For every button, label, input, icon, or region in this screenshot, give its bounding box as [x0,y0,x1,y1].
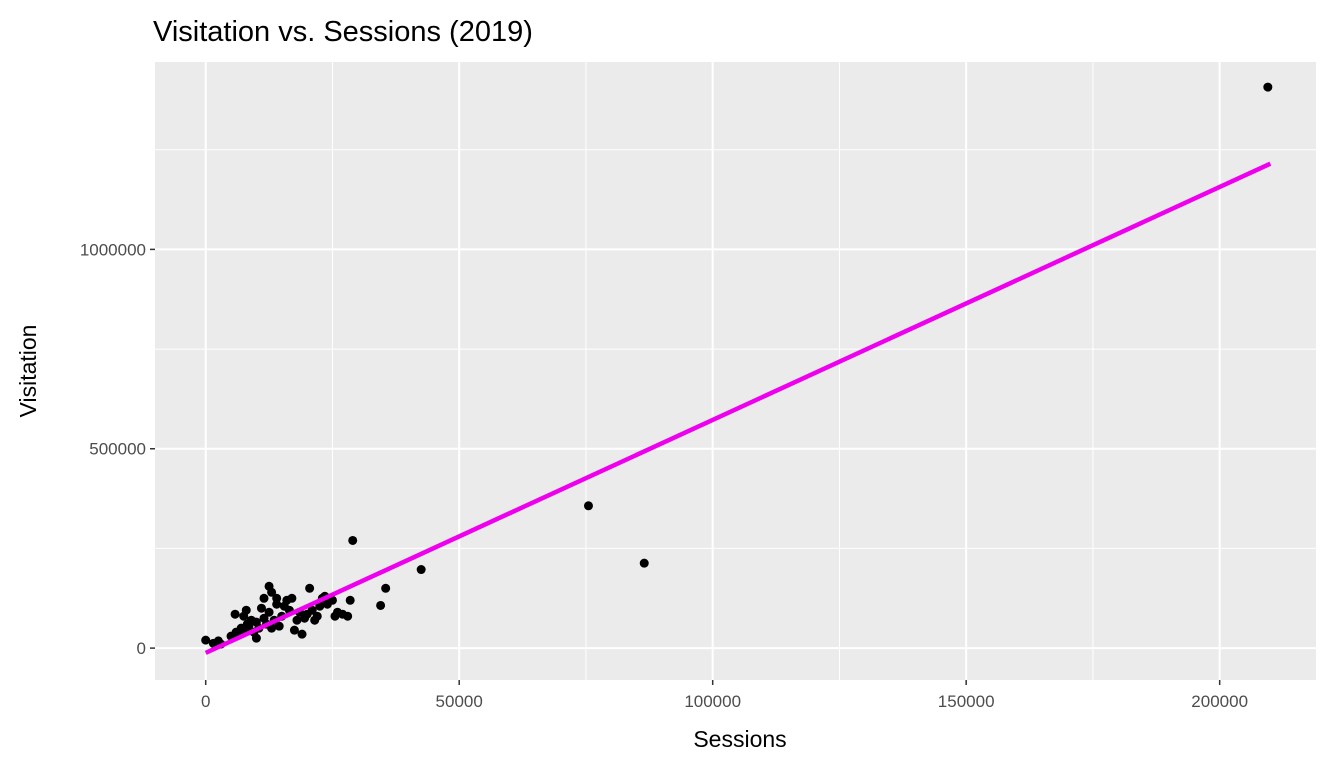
x-tick-label: 100000 [684,692,741,711]
data-point [345,595,355,605]
data-point [259,593,269,603]
y-axis-ticks: 0 500000 1000000 [80,240,155,658]
y-tick-label: 500000 [89,440,146,459]
data-point [376,600,386,610]
data-point [251,633,261,643]
plot-panel [155,62,1316,680]
x-axis-title: Sessions [693,726,786,752]
data-point [297,629,307,639]
data-point [201,635,211,645]
x-tick-label: 200000 [1191,692,1248,711]
y-tick-label: 0 [137,639,146,658]
data-point [267,587,277,597]
data-point [1263,82,1273,92]
x-axis-ticks: 0 50000 100000 150000 200000 [201,680,1248,711]
data-point [292,615,302,625]
data-point [264,607,274,617]
data-point [381,583,391,593]
data-point [307,605,317,615]
data-point [639,558,649,568]
y-axis-title: Visitation [15,325,41,418]
minor-gridlines [155,62,1316,680]
data-point [416,565,426,575]
data-point [312,611,322,621]
data-point [274,621,284,631]
data-point [315,601,325,611]
x-tick-label: 50000 [436,692,483,711]
trend-line [204,161,1272,655]
chart-title: Visitation vs. Sessions (2019) [153,16,533,48]
data-point [348,535,358,545]
data-point [305,583,315,593]
data-point [230,609,240,619]
data-point [583,501,593,511]
data-point [272,593,282,603]
data-point [289,625,299,635]
x-tick-label: 150000 [938,692,995,711]
y-tick-label: 1000000 [80,240,146,259]
major-gridlines [155,62,1316,680]
data-point [343,611,353,621]
data-point [256,603,266,613]
x-tick-label: 0 [201,692,210,711]
data-point [287,593,297,603]
data-point [241,605,251,615]
